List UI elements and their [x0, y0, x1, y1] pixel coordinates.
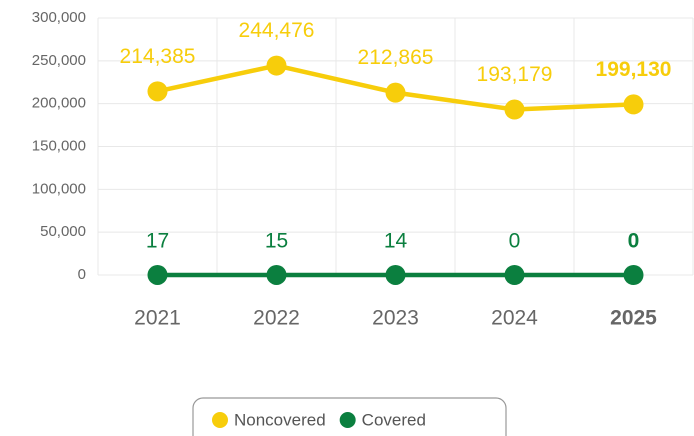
data-label: 0 — [509, 230, 521, 253]
x-tick-label: 2022 — [253, 307, 300, 330]
y-tick-label: 250,000 — [32, 52, 86, 69]
data-label: 244,476 — [239, 19, 315, 42]
data-label: 193,179 — [477, 63, 553, 86]
point — [385, 264, 406, 285]
point — [147, 264, 168, 285]
x-tick-label: 2024 — [491, 307, 538, 330]
y-tick-label: 50,000 — [40, 223, 86, 240]
y-tick-label: 150,000 — [32, 137, 86, 154]
legend-swatch — [339, 412, 356, 428]
y-tick-label: 300,000 — [32, 9, 86, 26]
data-label: 14 — [384, 230, 408, 253]
x-tick-label: 2023 — [372, 307, 419, 330]
data-label: 199,130 — [596, 58, 672, 81]
point — [504, 265, 525, 285]
point — [385, 82, 406, 103]
data-label: 15 — [265, 230, 288, 253]
point — [266, 264, 287, 285]
x-tick-label: 2021 — [134, 307, 181, 330]
point — [623, 94, 644, 115]
point — [147, 81, 168, 102]
data-label: 212,865 — [358, 46, 434, 69]
data-label: 0 — [628, 230, 640, 253]
x-tick-label: 2025 — [610, 307, 657, 330]
data-label: 17 — [146, 230, 169, 253]
legend-label: Covered — [362, 410, 426, 429]
legend-swatch — [212, 412, 228, 428]
data-label: 214,385 — [120, 45, 196, 68]
point — [623, 265, 644, 285]
legend-label: Noncovered — [234, 410, 326, 429]
y-tick-label: 0 — [78, 266, 86, 283]
point — [266, 55, 287, 76]
y-tick-label: 100,000 — [32, 180, 86, 197]
point — [504, 99, 525, 120]
y-tick-label: 200,000 — [32, 95, 86, 112]
